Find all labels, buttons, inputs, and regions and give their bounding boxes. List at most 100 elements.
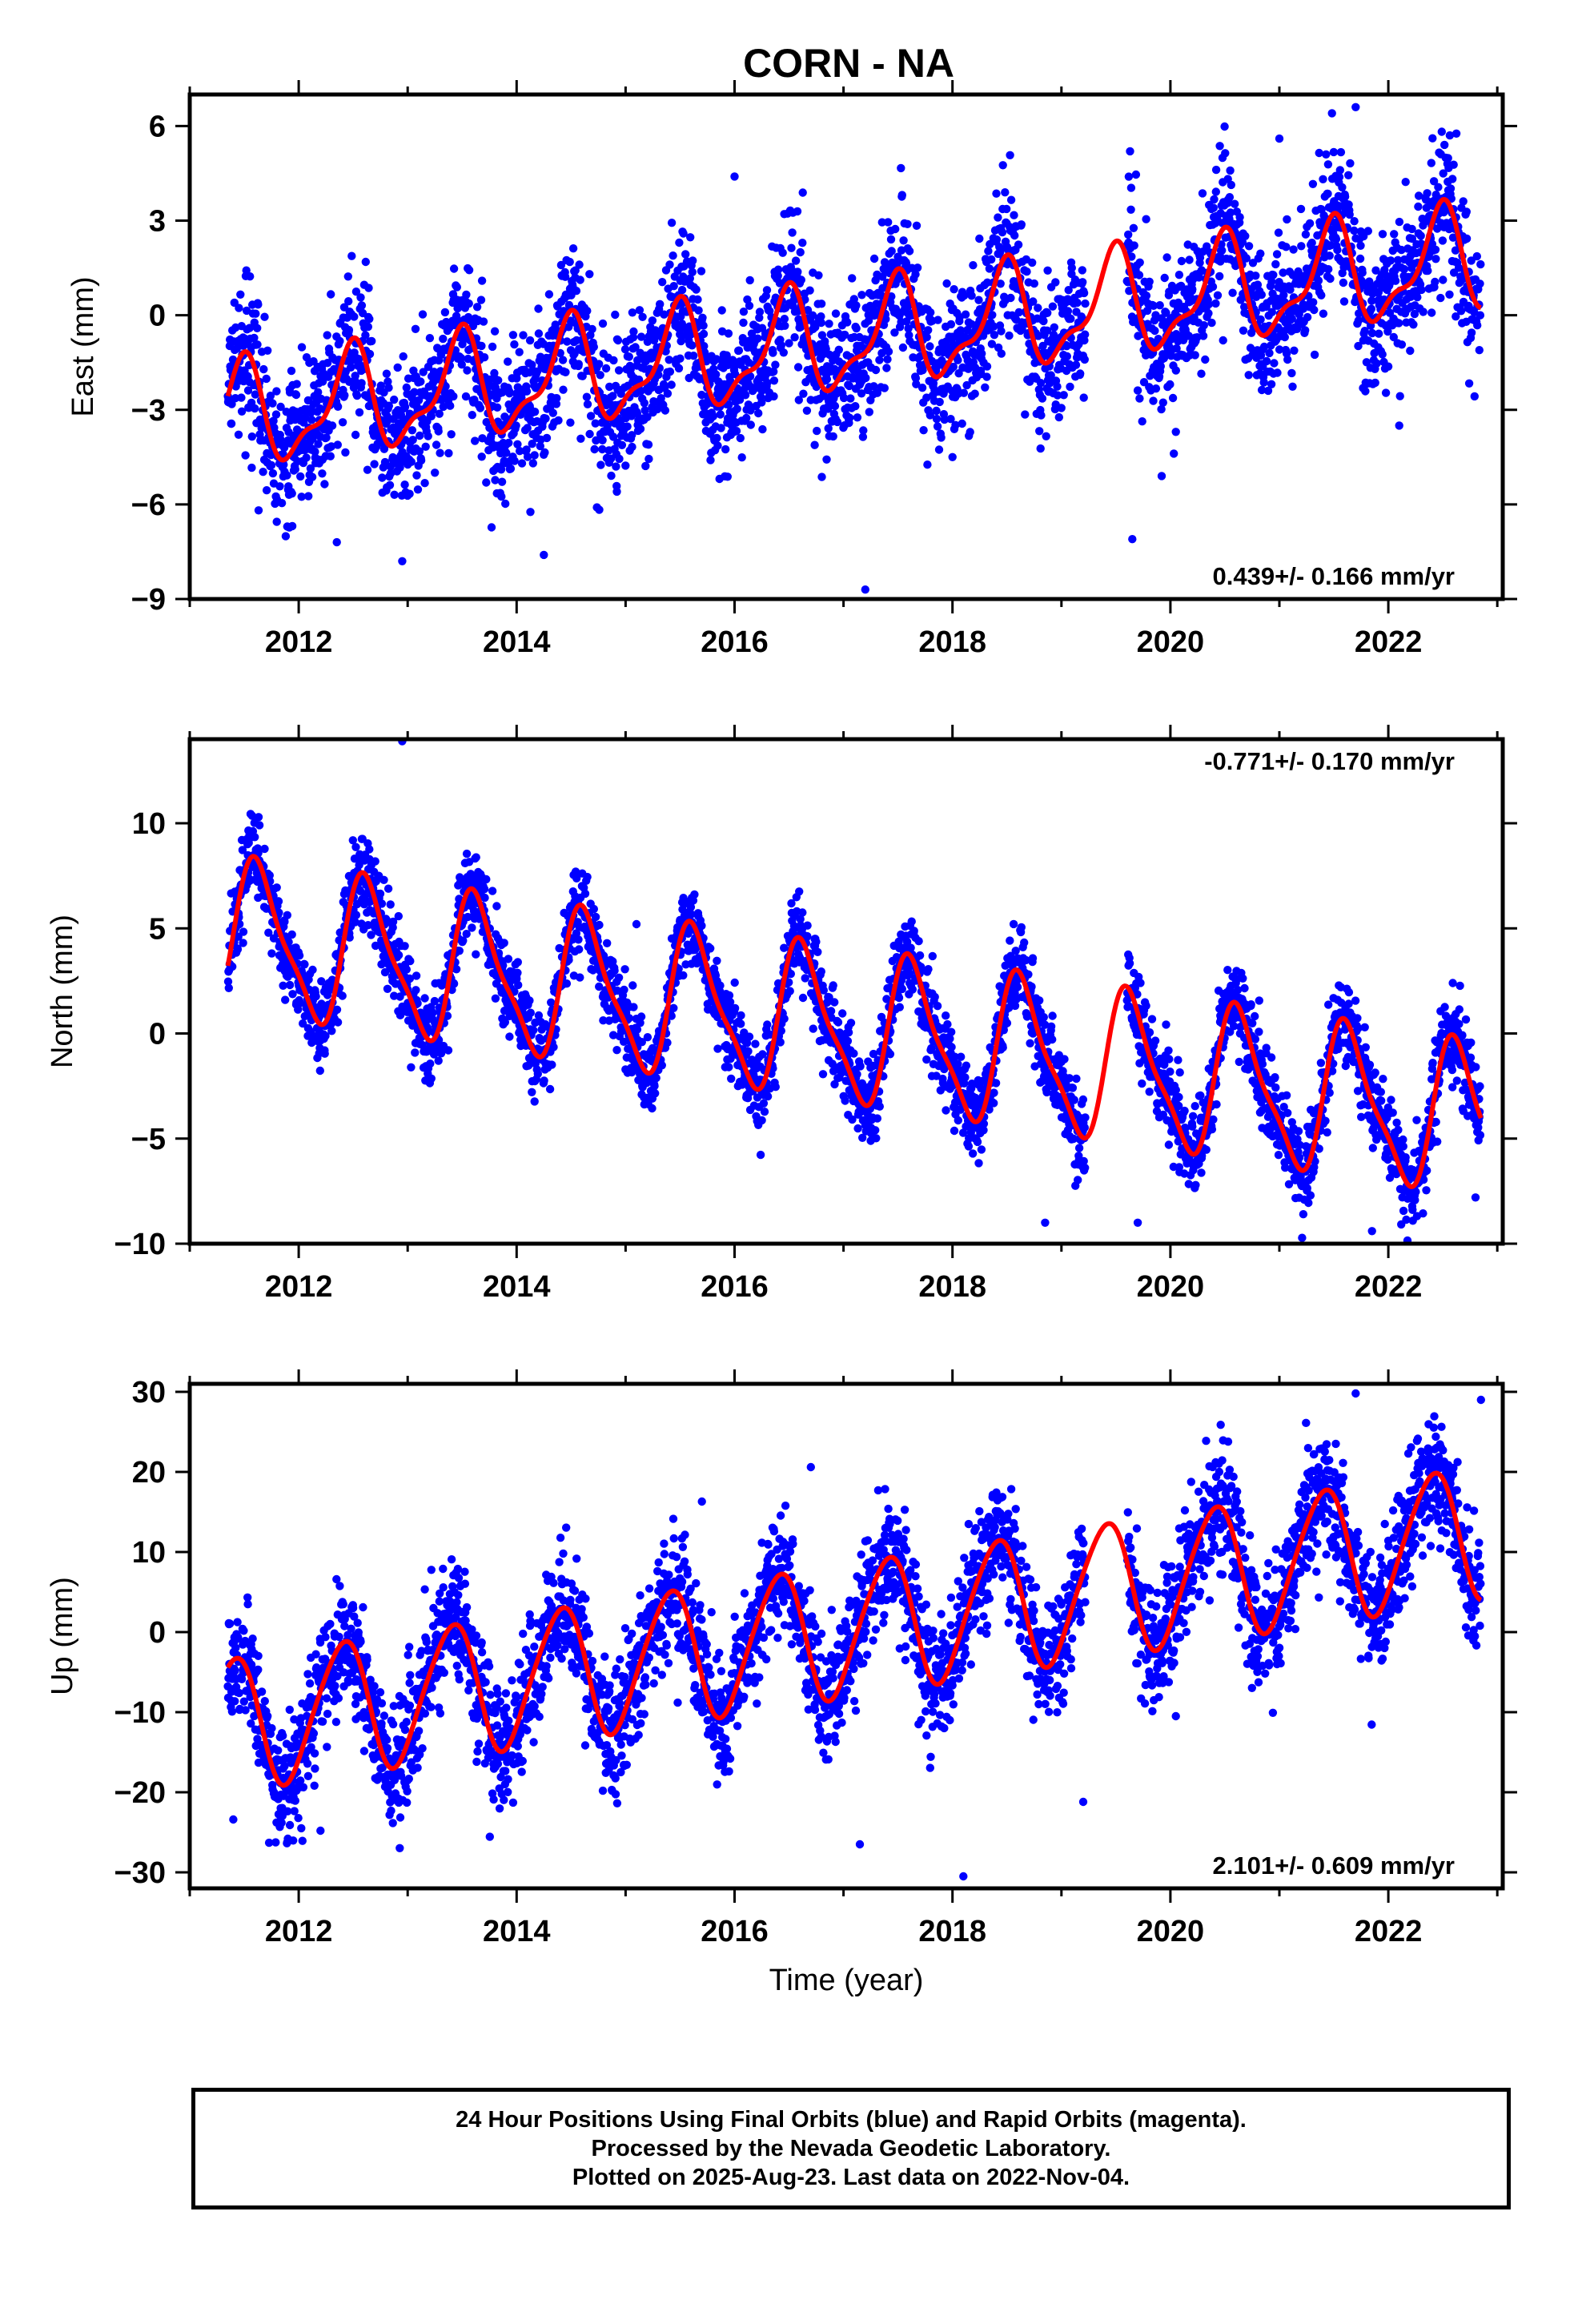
data-point bbox=[556, 260, 566, 270]
data-point bbox=[1319, 175, 1327, 183]
data-point bbox=[447, 430, 456, 439]
data-point bbox=[975, 234, 984, 243]
data-point bbox=[1067, 263, 1077, 272]
data-point bbox=[497, 492, 506, 501]
data-point bbox=[523, 424, 532, 432]
data-point bbox=[1006, 195, 1016, 204]
data-point bbox=[967, 292, 976, 300]
data-point bbox=[574, 360, 583, 368]
data-point bbox=[302, 453, 311, 462]
data-point bbox=[234, 430, 243, 439]
data-point bbox=[1423, 266, 1432, 275]
data-point bbox=[614, 973, 624, 983]
data-point bbox=[533, 1069, 542, 1079]
data-point bbox=[849, 295, 859, 304]
data-point bbox=[778, 248, 787, 257]
data-point bbox=[264, 928, 273, 937]
data-point bbox=[323, 359, 332, 368]
data-point bbox=[413, 485, 423, 494]
data-point bbox=[419, 368, 428, 376]
data-point bbox=[576, 434, 585, 443]
data-point bbox=[922, 393, 931, 402]
data-point bbox=[494, 376, 503, 385]
data-point bbox=[912, 221, 921, 230]
data-point bbox=[1414, 191, 1423, 200]
data-point bbox=[700, 342, 709, 351]
data-point bbox=[1010, 231, 1019, 240]
data-point bbox=[1335, 166, 1345, 175]
data-point bbox=[1336, 147, 1346, 157]
outlier-point bbox=[861, 585, 870, 594]
data-point bbox=[712, 370, 721, 379]
data-point bbox=[1177, 256, 1186, 266]
data-point bbox=[416, 377, 425, 386]
data-point bbox=[488, 887, 497, 895]
data-point bbox=[355, 355, 363, 364]
data-point bbox=[966, 428, 974, 436]
data-point bbox=[596, 371, 604, 380]
outlier-point bbox=[540, 550, 548, 560]
data-point bbox=[905, 247, 914, 255]
data-point bbox=[568, 244, 578, 253]
data-point bbox=[345, 933, 354, 942]
data-point bbox=[320, 480, 329, 489]
data-point bbox=[320, 1049, 329, 1058]
data-point bbox=[1135, 394, 1144, 403]
data-point bbox=[851, 402, 860, 411]
data-point bbox=[262, 486, 271, 495]
data-point bbox=[462, 849, 472, 858]
data-point bbox=[693, 295, 702, 304]
data-point bbox=[1226, 166, 1235, 175]
data-point bbox=[608, 1031, 618, 1039]
data-point bbox=[1001, 188, 1010, 197]
data-point bbox=[292, 380, 301, 388]
data-point bbox=[431, 468, 440, 477]
data-point bbox=[717, 424, 725, 432]
data-point bbox=[383, 984, 392, 994]
data-point bbox=[689, 352, 698, 360]
data-point bbox=[962, 380, 971, 390]
data-point bbox=[608, 957, 617, 966]
data-point bbox=[636, 1012, 646, 1021]
data-point bbox=[644, 454, 653, 464]
data-point bbox=[722, 351, 731, 360]
data-point bbox=[1259, 342, 1269, 352]
data-point bbox=[268, 468, 278, 478]
data-point bbox=[432, 440, 441, 449]
data-point bbox=[327, 290, 335, 299]
data-point bbox=[1308, 179, 1318, 188]
data-point bbox=[725, 376, 735, 385]
data-point bbox=[459, 335, 468, 344]
data-point bbox=[394, 951, 404, 959]
data-point bbox=[1262, 356, 1271, 366]
data-point bbox=[408, 426, 417, 435]
data-point bbox=[634, 375, 644, 384]
data-point bbox=[631, 343, 640, 352]
data-point bbox=[967, 320, 976, 328]
data-point bbox=[654, 370, 663, 380]
data-point bbox=[1445, 290, 1454, 299]
data-point bbox=[652, 1073, 661, 1083]
data-point bbox=[355, 408, 364, 417]
data-point bbox=[1014, 240, 1023, 249]
data-point bbox=[253, 324, 262, 332]
data-point bbox=[797, 275, 805, 284]
data-point bbox=[628, 1067, 637, 1076]
data-point bbox=[1265, 348, 1274, 358]
outlier-point bbox=[1275, 134, 1284, 143]
data-point bbox=[1367, 304, 1376, 313]
data-point bbox=[636, 1019, 644, 1027]
data-point bbox=[1253, 280, 1263, 289]
data-point bbox=[887, 247, 896, 255]
data-point bbox=[526, 508, 535, 517]
data-point bbox=[365, 315, 374, 324]
data-point bbox=[698, 313, 707, 322]
y-tick-label: 3 bbox=[149, 205, 166, 239]
data-point bbox=[443, 1011, 452, 1020]
data-point bbox=[667, 380, 676, 389]
data-point bbox=[583, 872, 592, 882]
data-point bbox=[1150, 326, 1159, 336]
data-point bbox=[802, 406, 812, 415]
data-point bbox=[407, 457, 416, 466]
data-point bbox=[367, 336, 376, 346]
